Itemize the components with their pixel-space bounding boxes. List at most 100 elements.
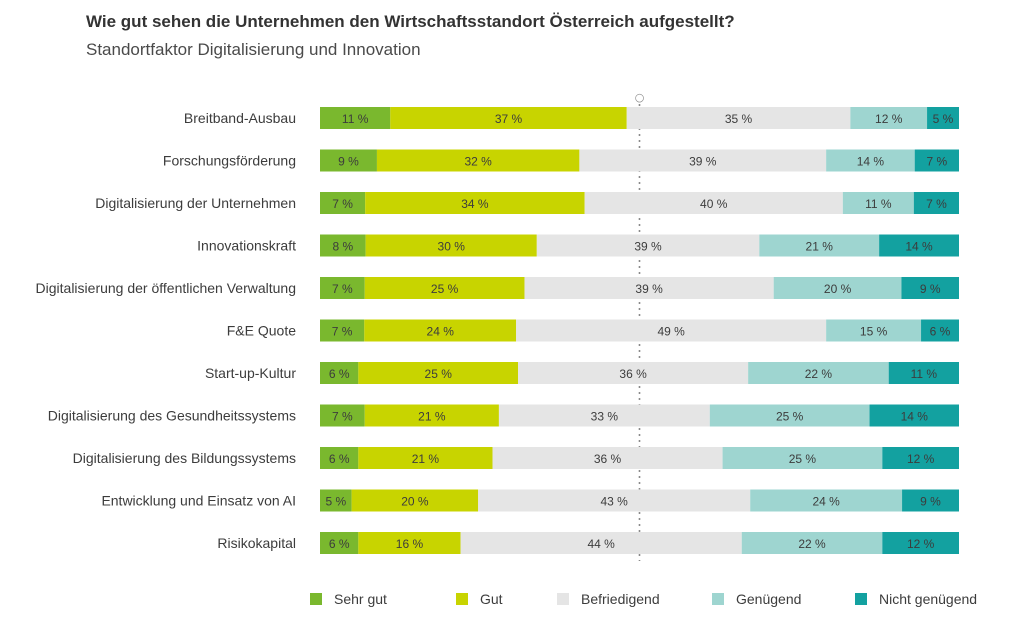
data-label: 6 % bbox=[329, 367, 350, 381]
data-label: 36 % bbox=[619, 367, 647, 381]
legend-swatch bbox=[310, 593, 322, 605]
data-label: 14 % bbox=[901, 410, 929, 424]
data-label: 22 % bbox=[805, 367, 833, 381]
data-label: 8 % bbox=[332, 240, 353, 254]
category-label: Start-up-Kultur bbox=[205, 365, 296, 381]
bar-segment-genuegend bbox=[748, 362, 889, 384]
bar-segment-genuegend bbox=[842, 192, 914, 214]
category-label: Risikokapital bbox=[217, 535, 296, 551]
data-label: 11 % bbox=[911, 367, 938, 381]
bar-segment-sehr-gut bbox=[320, 234, 366, 257]
chart-title: Wie gut sehen die Unternehmen den Wirtsc… bbox=[86, 12, 735, 31]
bar-segment-sehr-gut bbox=[320, 532, 359, 554]
bar-segment-sehr-gut bbox=[320, 319, 365, 342]
bar-segment-gut bbox=[390, 107, 627, 129]
data-label: 7 % bbox=[332, 410, 353, 424]
bar-segment-befriedigend bbox=[460, 532, 742, 554]
bar-segment-nicht-genuegend bbox=[901, 277, 959, 299]
bar-segment-genuegend bbox=[826, 149, 915, 172]
data-label: 40 % bbox=[700, 197, 728, 211]
data-label: 5 % bbox=[325, 495, 346, 509]
data-label: 11 % bbox=[865, 197, 892, 211]
bar-segment-befriedigend bbox=[498, 404, 710, 427]
data-label: 20 % bbox=[401, 495, 429, 509]
data-label: 9 % bbox=[338, 155, 359, 169]
bar-segment-nicht-genuegend bbox=[927, 107, 959, 129]
bar-segment-nicht-genuegend bbox=[869, 404, 959, 427]
data-label: 15 % bbox=[860, 325, 888, 339]
bar-segment-befriedigend bbox=[518, 362, 749, 384]
bar-segment-nicht-genuegend bbox=[879, 234, 959, 257]
data-label: 21 % bbox=[412, 452, 440, 466]
data-label: 12 % bbox=[907, 537, 935, 551]
data-label: 11 % bbox=[342, 112, 369, 126]
bar-segment-sehr-gut bbox=[320, 489, 352, 512]
data-label: 20 % bbox=[824, 282, 852, 296]
legend-item-befriedigend: Befriedigend bbox=[557, 591, 660, 607]
bar-segment-genuegend bbox=[773, 277, 902, 299]
bar-segment-befriedigend bbox=[524, 277, 774, 299]
bar-segment-befriedigend bbox=[492, 447, 723, 469]
bar-segment-befriedigend bbox=[584, 192, 843, 214]
bar-segment-genuegend bbox=[750, 489, 903, 512]
legend-label: Sehr gut bbox=[334, 591, 387, 607]
data-label: 21 % bbox=[418, 410, 446, 424]
bar-segment-sehr-gut bbox=[320, 404, 365, 427]
data-label: 36 % bbox=[594, 452, 622, 466]
data-label: 21 % bbox=[806, 240, 834, 254]
data-label: 7 % bbox=[332, 197, 353, 211]
data-label: 12 % bbox=[907, 452, 935, 466]
bar-segment-sehr-gut bbox=[320, 149, 377, 172]
data-label: 32 % bbox=[464, 155, 492, 169]
bar-segment-sehr-gut bbox=[320, 277, 365, 299]
category-label: Innovationskraft bbox=[197, 238, 296, 254]
legend-label: Gut bbox=[480, 591, 503, 607]
category-label: Forschungsförderung bbox=[163, 153, 296, 169]
bar-segment-gut bbox=[351, 489, 479, 512]
data-label: 6 % bbox=[329, 537, 350, 551]
legend-swatch bbox=[557, 593, 569, 605]
data-label: 25 % bbox=[776, 410, 804, 424]
category-label: F&E Quote bbox=[227, 323, 296, 339]
bar-segment-nicht-genuegend bbox=[902, 489, 959, 512]
bar-segment-befriedigend bbox=[516, 319, 827, 342]
data-label: 39 % bbox=[635, 282, 663, 296]
bar-segment-gut bbox=[376, 149, 580, 172]
bar-segment-gut bbox=[364, 319, 517, 342]
data-label: 37 % bbox=[495, 112, 523, 126]
data-label: 6 % bbox=[930, 325, 951, 339]
data-label: 39 % bbox=[634, 240, 662, 254]
data-label: 7 % bbox=[332, 325, 353, 339]
data-label: 9 % bbox=[920, 495, 941, 509]
data-label: 22 % bbox=[798, 537, 826, 551]
bar-segment-nicht-genuegend bbox=[882, 447, 959, 469]
bar-segment-gut bbox=[358, 447, 493, 469]
legend-swatch bbox=[456, 593, 468, 605]
legend-swatch bbox=[712, 593, 724, 605]
data-label: 39 % bbox=[689, 155, 717, 169]
data-label: 7 % bbox=[332, 282, 353, 296]
data-label: 49 % bbox=[657, 325, 685, 339]
bar-segment-gut bbox=[358, 532, 461, 554]
category-label: Digitalisierung des Gesundheitssystems bbox=[48, 408, 296, 424]
bar-segment-genuegend bbox=[722, 447, 883, 469]
bar-segment-sehr-gut bbox=[320, 447, 359, 469]
data-label: 44 % bbox=[587, 537, 615, 551]
legend-item-gut: Gut bbox=[456, 591, 503, 607]
category-label: Breitband-Ausbau bbox=[184, 110, 296, 126]
data-label: 30 % bbox=[438, 240, 466, 254]
bar-segment-gut bbox=[365, 192, 585, 214]
data-label: 7 % bbox=[927, 155, 948, 169]
legend-item-genuegend: Genügend bbox=[712, 591, 801, 607]
bar-segment-befriedigend bbox=[579, 149, 827, 172]
bar-segment-sehr-gut bbox=[320, 192, 366, 214]
data-label: 14 % bbox=[905, 240, 933, 254]
data-label: 24 % bbox=[812, 495, 840, 509]
bar-segment-nicht-genuegend bbox=[913, 192, 959, 214]
chart-legend: Sehr gut Gut Befriedigend Genügend Nicht gen… bbox=[0, 591, 1024, 611]
bar-segment-genuegend bbox=[759, 234, 880, 257]
data-label: 35 % bbox=[725, 112, 753, 126]
bar-segment-sehr-gut bbox=[320, 107, 391, 129]
bar-segment-befriedigend bbox=[478, 489, 751, 512]
data-label: 6 % bbox=[329, 452, 350, 466]
